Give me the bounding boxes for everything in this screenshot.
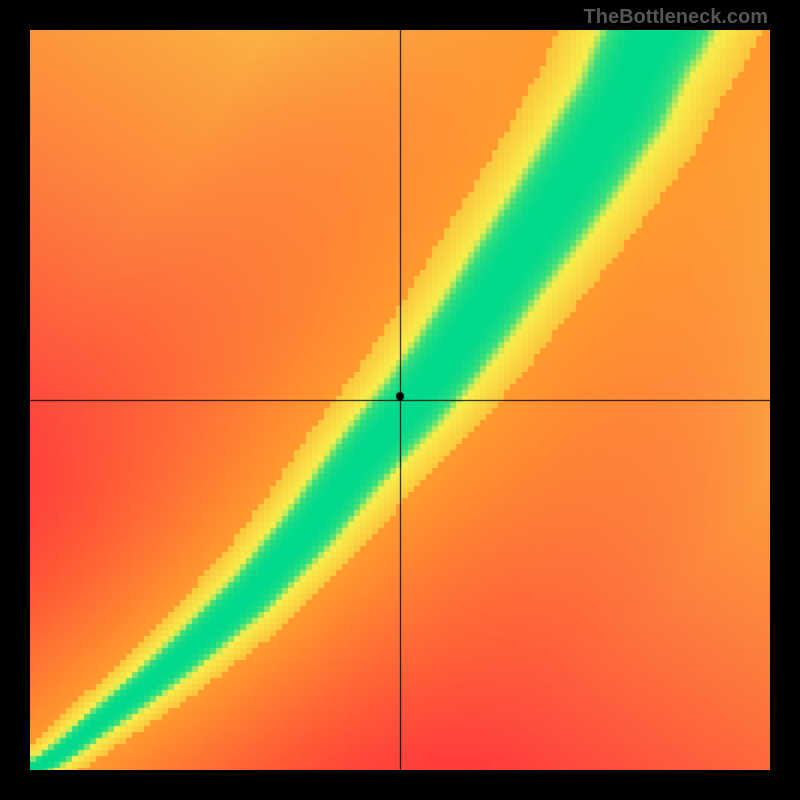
bottleneck-heatmap [30,30,770,770]
chart-container: { "canvas": { "width": 800, "height": 80… [0,0,800,800]
watermark-text: TheBottleneck.com [584,6,768,29]
